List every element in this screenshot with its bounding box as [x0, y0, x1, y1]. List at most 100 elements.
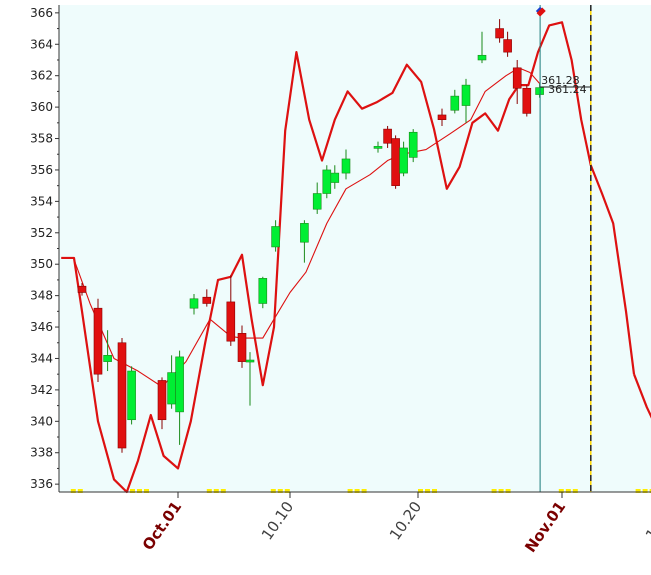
candle: [322, 165, 332, 199]
candle-body: [312, 193, 322, 210]
price-label-high: 361.28: [541, 74, 580, 87]
candle-body: [117, 342, 127, 449]
weekend-marker: [354, 489, 360, 493]
weekend-marker: [77, 489, 83, 493]
y-tick-label: 352: [30, 226, 53, 240]
candle-body: [495, 28, 504, 39]
weekend-marker: [137, 489, 142, 493]
y-tick-label: 358: [30, 132, 53, 146]
y-tick-label: 356: [30, 163, 53, 177]
candle-body: [450, 95, 460, 111]
candle-body: [93, 307, 103, 375]
candle-body: [383, 128, 392, 144]
candle: [341, 149, 351, 180]
weekend-markers: [70, 489, 651, 493]
candle: [383, 125, 392, 148]
plot-background: [59, 5, 651, 492]
candle: [512, 59, 522, 104]
x-tick-label: 10.20: [386, 498, 425, 544]
y-tick-label: 346: [30, 320, 53, 334]
candle-body: [437, 114, 447, 120]
candle-body: [167, 372, 176, 405]
candle-body: [271, 226, 280, 248]
weekend-marker: [284, 489, 290, 493]
candle-body: [503, 39, 512, 53]
candle: [258, 276, 268, 309]
candle-body: [341, 158, 351, 174]
candle: [226, 275, 236, 346]
candle: [522, 85, 532, 117]
candle-body: [157, 380, 167, 421]
candle: [312, 182, 322, 214]
y-tick-label: 360: [30, 100, 53, 114]
weekend-marker: [347, 489, 353, 493]
candle-body: [300, 223, 309, 243]
candle: [237, 325, 247, 368]
candle-body: [373, 146, 383, 149]
candle-body: [512, 67, 522, 89]
candle-body: [477, 54, 487, 61]
weekend-marker: [649, 489, 651, 493]
y-tick-label: 364: [30, 37, 53, 51]
y-tick-label: 362: [30, 69, 53, 83]
candle: [503, 31, 512, 57]
candle-body: [258, 278, 268, 304]
weekend-marker: [565, 489, 571, 493]
y-tick-label: 340: [30, 414, 53, 428]
candle: [77, 283, 87, 296]
candle-body: [399, 147, 408, 174]
candle-body: [226, 301, 236, 342]
candle-body: [322, 169, 332, 194]
weekend-marker: [418, 489, 423, 493]
candle-body: [391, 138, 400, 186]
candle-body: [522, 87, 532, 114]
candle: [245, 352, 255, 406]
candles: [77, 19, 544, 453]
candle: [93, 298, 103, 383]
weekend-marker: [277, 489, 283, 493]
weekend-marker: [130, 489, 135, 493]
candle: [373, 141, 383, 153]
y-tick-label: 344: [30, 351, 53, 365]
weekend-marker: [505, 489, 511, 493]
candle-body: [408, 131, 418, 158]
candle-body: [103, 355, 112, 362]
weekend-marker: [498, 489, 504, 493]
candle-body: [202, 296, 212, 304]
y-tick-label: 348: [30, 289, 53, 303]
x-tick-label: 11.10: [642, 498, 651, 544]
candle: [202, 289, 212, 307]
candle: [157, 377, 167, 430]
candle-body: [189, 298, 199, 309]
candle: [450, 89, 460, 114]
candle-body: [245, 359, 255, 363]
y-tick-label: 336: [30, 477, 53, 491]
candle: [117, 338, 127, 453]
x-tick-label: Nov.01: [521, 498, 569, 556]
y-tick-label: 350: [30, 257, 53, 271]
weekend-marker: [642, 489, 648, 493]
candle-body: [237, 333, 247, 362]
indicator-fast-line: [61, 21, 636, 494]
y-tick-label: 354: [30, 194, 53, 208]
candle-body: [330, 172, 340, 183]
candle: [189, 294, 199, 315]
price-label-close: 361.24: [548, 83, 587, 96]
crosshair-marker-accent: [536, 7, 546, 17]
candle: [330, 165, 340, 189]
weekend-marker: [572, 489, 578, 493]
weekend-marker: [70, 489, 76, 493]
candle: [408, 129, 418, 163]
candle-body: [127, 370, 136, 421]
candle-body: [77, 285, 87, 293]
candle: [271, 220, 280, 252]
y-tick-label: 338: [30, 446, 53, 460]
weekend-marker: [144, 489, 149, 493]
weekend-marker: [558, 489, 564, 493]
weekend-marker: [635, 489, 641, 493]
candle: [103, 330, 112, 372]
weekend-marker: [491, 489, 497, 493]
